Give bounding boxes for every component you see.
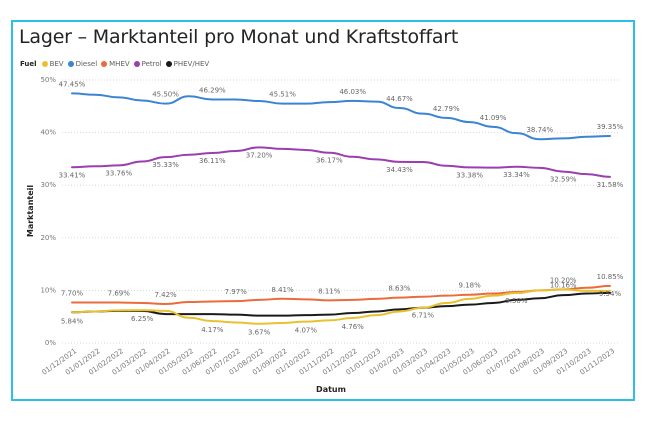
data-label: 41.09% bbox=[480, 114, 507, 122]
data-label: 33.76% bbox=[105, 169, 132, 177]
y-tick-label: 10% bbox=[40, 286, 56, 294]
legend-dot-icon bbox=[165, 61, 172, 67]
y-tick-label: 0% bbox=[45, 339, 56, 347]
y-tick-label: 40% bbox=[40, 129, 56, 137]
data-label: 9.50% bbox=[505, 297, 528, 305]
legend-label: BEV bbox=[49, 60, 64, 68]
data-label: 36.17% bbox=[316, 157, 343, 165]
data-label: 35.33% bbox=[152, 161, 179, 169]
data-label: 4.17% bbox=[201, 326, 224, 334]
data-label: 4.76% bbox=[342, 323, 365, 331]
series-line-phev-hev[interactable] bbox=[71, 291, 611, 317]
legend-title: Fuel bbox=[20, 60, 37, 68]
data-label: 6.71% bbox=[412, 312, 435, 320]
gridlines bbox=[62, 79, 620, 344]
data-label: 38.74% bbox=[526, 126, 553, 134]
data-label: 33.38% bbox=[456, 171, 483, 179]
data-label: 36.11% bbox=[199, 157, 226, 165]
chart-title: Lager – Marktanteil pro Monat und Krafts… bbox=[19, 26, 459, 48]
legend-label: MHEV bbox=[109, 60, 130, 68]
x-axis-title: Datum bbox=[316, 385, 346, 394]
legend-dot-icon bbox=[133, 61, 140, 67]
data-label: 10.85% bbox=[597, 273, 624, 281]
legend: Fuel BEV Diesel MHEV Petrol PHEV/HEV bbox=[20, 60, 213, 68]
legend-dot-icon bbox=[67, 61, 74, 67]
legend-label: Petrol bbox=[141, 60, 162, 68]
legend-dot-icon bbox=[41, 61, 48, 67]
data-label: 31.58% bbox=[597, 181, 624, 189]
data-label: 46.03% bbox=[339, 88, 366, 96]
legend-item-diesel[interactable]: Diesel bbox=[67, 60, 98, 68]
legend-item-phev-hev[interactable]: PHEV/HEV bbox=[165, 60, 210, 68]
data-label: 37.20% bbox=[246, 151, 273, 159]
series-lines bbox=[71, 92, 611, 325]
y-tick-label: 20% bbox=[40, 234, 56, 242]
data-label: 42.79% bbox=[433, 105, 460, 113]
data-label: 9.18% bbox=[459, 282, 482, 290]
data-label: 33.41% bbox=[59, 171, 86, 179]
data-label: 8.11% bbox=[318, 287, 341, 295]
data-label: 33.34% bbox=[503, 171, 530, 179]
data-label: 10.20% bbox=[550, 276, 577, 284]
chart-frame bbox=[11, 20, 635, 401]
data-label: 34.43% bbox=[386, 166, 413, 174]
legend-label: PHEV/HEV bbox=[173, 60, 210, 68]
y-axis-ticks: 0% 10% 20% 30% 40% 50% bbox=[40, 76, 56, 347]
series-line-bev[interactable] bbox=[71, 288, 611, 325]
legend-item-petrol[interactable]: Petrol bbox=[133, 60, 162, 68]
data-label: 32.59% bbox=[550, 176, 577, 184]
data-label: 7.97% bbox=[225, 288, 248, 296]
series-line-mhev[interactable] bbox=[71, 284, 611, 305]
data-label: 5.84% bbox=[61, 317, 84, 325]
data-label: 8.41% bbox=[271, 286, 294, 294]
data-label: 47.45% bbox=[59, 80, 86, 88]
data-label: 45.50% bbox=[152, 91, 179, 99]
series-line-petrol[interactable] bbox=[71, 146, 611, 178]
data-label: 7.69% bbox=[108, 290, 131, 298]
x-axis-ticks: 01/12/202101/01/202201/02/202201/03/2022… bbox=[40, 347, 616, 377]
data-label: 7.70% bbox=[61, 289, 84, 297]
data-label: 6.25% bbox=[131, 315, 154, 323]
y-tick-label: 30% bbox=[40, 181, 56, 189]
data-label: 8.63% bbox=[388, 285, 411, 293]
data-label: 46.29% bbox=[199, 87, 226, 95]
data-label: 9.54% bbox=[599, 290, 622, 298]
y-tick-label: 50% bbox=[40, 76, 56, 84]
legend-dot-icon bbox=[101, 61, 108, 67]
legend-item-mhev[interactable]: MHEV bbox=[101, 60, 130, 68]
data-label: 10.16% bbox=[550, 282, 577, 290]
legend-label: Diesel bbox=[75, 60, 98, 68]
data-labels: 33.41% 33.76% 35.33% 36.11% 37.20% 36.17% 34.4… bbox=[59, 80, 624, 336]
data-label: 4.07% bbox=[295, 327, 318, 335]
data-label: 7.42% bbox=[154, 291, 177, 299]
data-label: 39.35% bbox=[597, 123, 624, 131]
data-label: 44.67% bbox=[386, 95, 413, 103]
y-axis-title: Marktanteil bbox=[26, 185, 35, 238]
series-line-diesel[interactable] bbox=[71, 92, 611, 141]
legend-item-bev[interactable]: BEV bbox=[41, 60, 64, 68]
data-label: 45.51% bbox=[269, 91, 296, 99]
data-label: 3.67% bbox=[248, 329, 271, 337]
